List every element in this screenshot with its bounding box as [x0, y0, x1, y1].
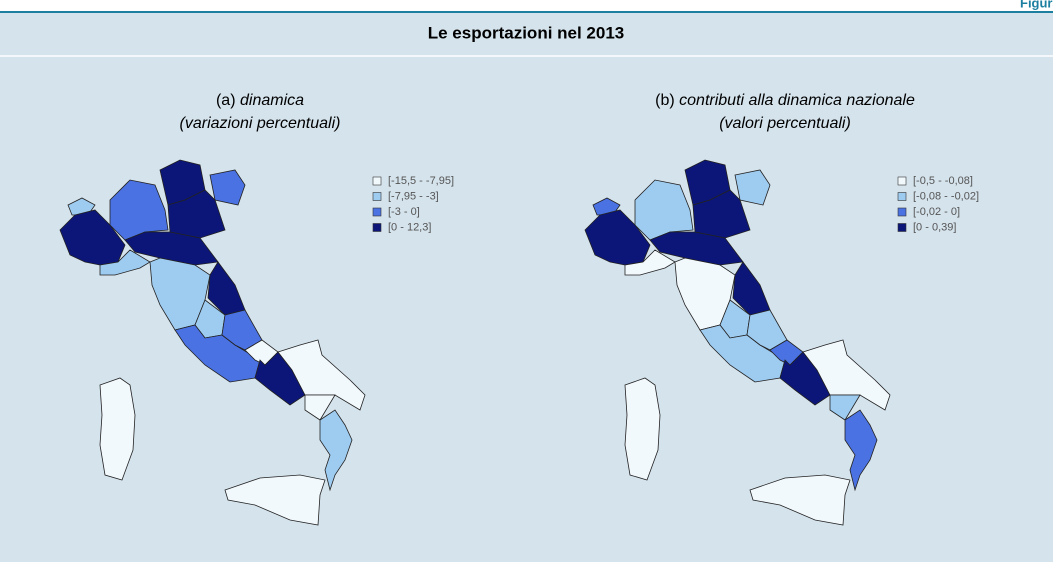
panel-letter: (a) — [216, 92, 236, 109]
legend-label: [-0,02 - 0] — [913, 206, 960, 218]
panel-letter: (b) — [655, 92, 675, 109]
region — [624, 249, 676, 276]
legend-swatch — [372, 192, 382, 201]
region — [624, 377, 661, 481]
legend-label: [0 - 0,39] — [913, 221, 956, 233]
region — [59, 209, 126, 266]
legend-label: [0 - 12,3] — [388, 221, 431, 233]
title: Le esportazioni nel 2013 — [428, 23, 625, 42]
region — [109, 179, 169, 241]
legend-swatch — [897, 192, 907, 201]
legend-swatch — [372, 176, 382, 186]
region — [634, 179, 694, 241]
region — [277, 339, 366, 411]
panel: (a) dinamica (variazioni percentuali) [-15… — [59, 92, 454, 526]
panel: (b) contributi alla dinamica nazionale (v… — [584, 92, 979, 526]
maps: (a) dinamica (variazioni percentuali) [-15… — [59, 92, 979, 526]
region — [584, 209, 651, 266]
legend-swatch — [897, 176, 907, 186]
panel-name: contributi alla dinamica nazionale — [679, 92, 915, 109]
legend-swatch — [897, 223, 907, 232]
legend-swatch — [372, 207, 382, 217]
region — [67, 197, 96, 216]
region — [224, 474, 326, 526]
region — [319, 409, 353, 492]
region — [734, 169, 771, 206]
panel-unit: (valori percentuali) — [719, 115, 851, 132]
panel-subtitle: (a) dinamica — [216, 92, 304, 109]
panel-unit: (variazioni percentuali) — [180, 115, 341, 132]
region — [209, 169, 246, 206]
region — [844, 409, 878, 492]
panel-name: dinamica — [240, 92, 304, 109]
legend-label: [-15,5 - -7,95] — [388, 175, 454, 187]
panel-subtitle: (b) contributi alla dinamica nazionale — [655, 92, 915, 109]
region — [592, 197, 621, 216]
region — [749, 474, 851, 526]
region — [99, 249, 151, 276]
legend-label: [-7,95 - -3] — [388, 190, 439, 202]
figure-label: Figura 4. — [1020, 0, 1053, 10]
legend-swatch — [372, 223, 382, 232]
legend-label: [-0,08 - -0,02] — [913, 190, 979, 202]
legend-swatch — [897, 207, 907, 217]
region — [802, 339, 891, 411]
region — [99, 377, 136, 481]
legend-label: [-0,5 - -0,08] — [913, 175, 973, 187]
legend-label: [-3 - 0] — [388, 206, 420, 218]
